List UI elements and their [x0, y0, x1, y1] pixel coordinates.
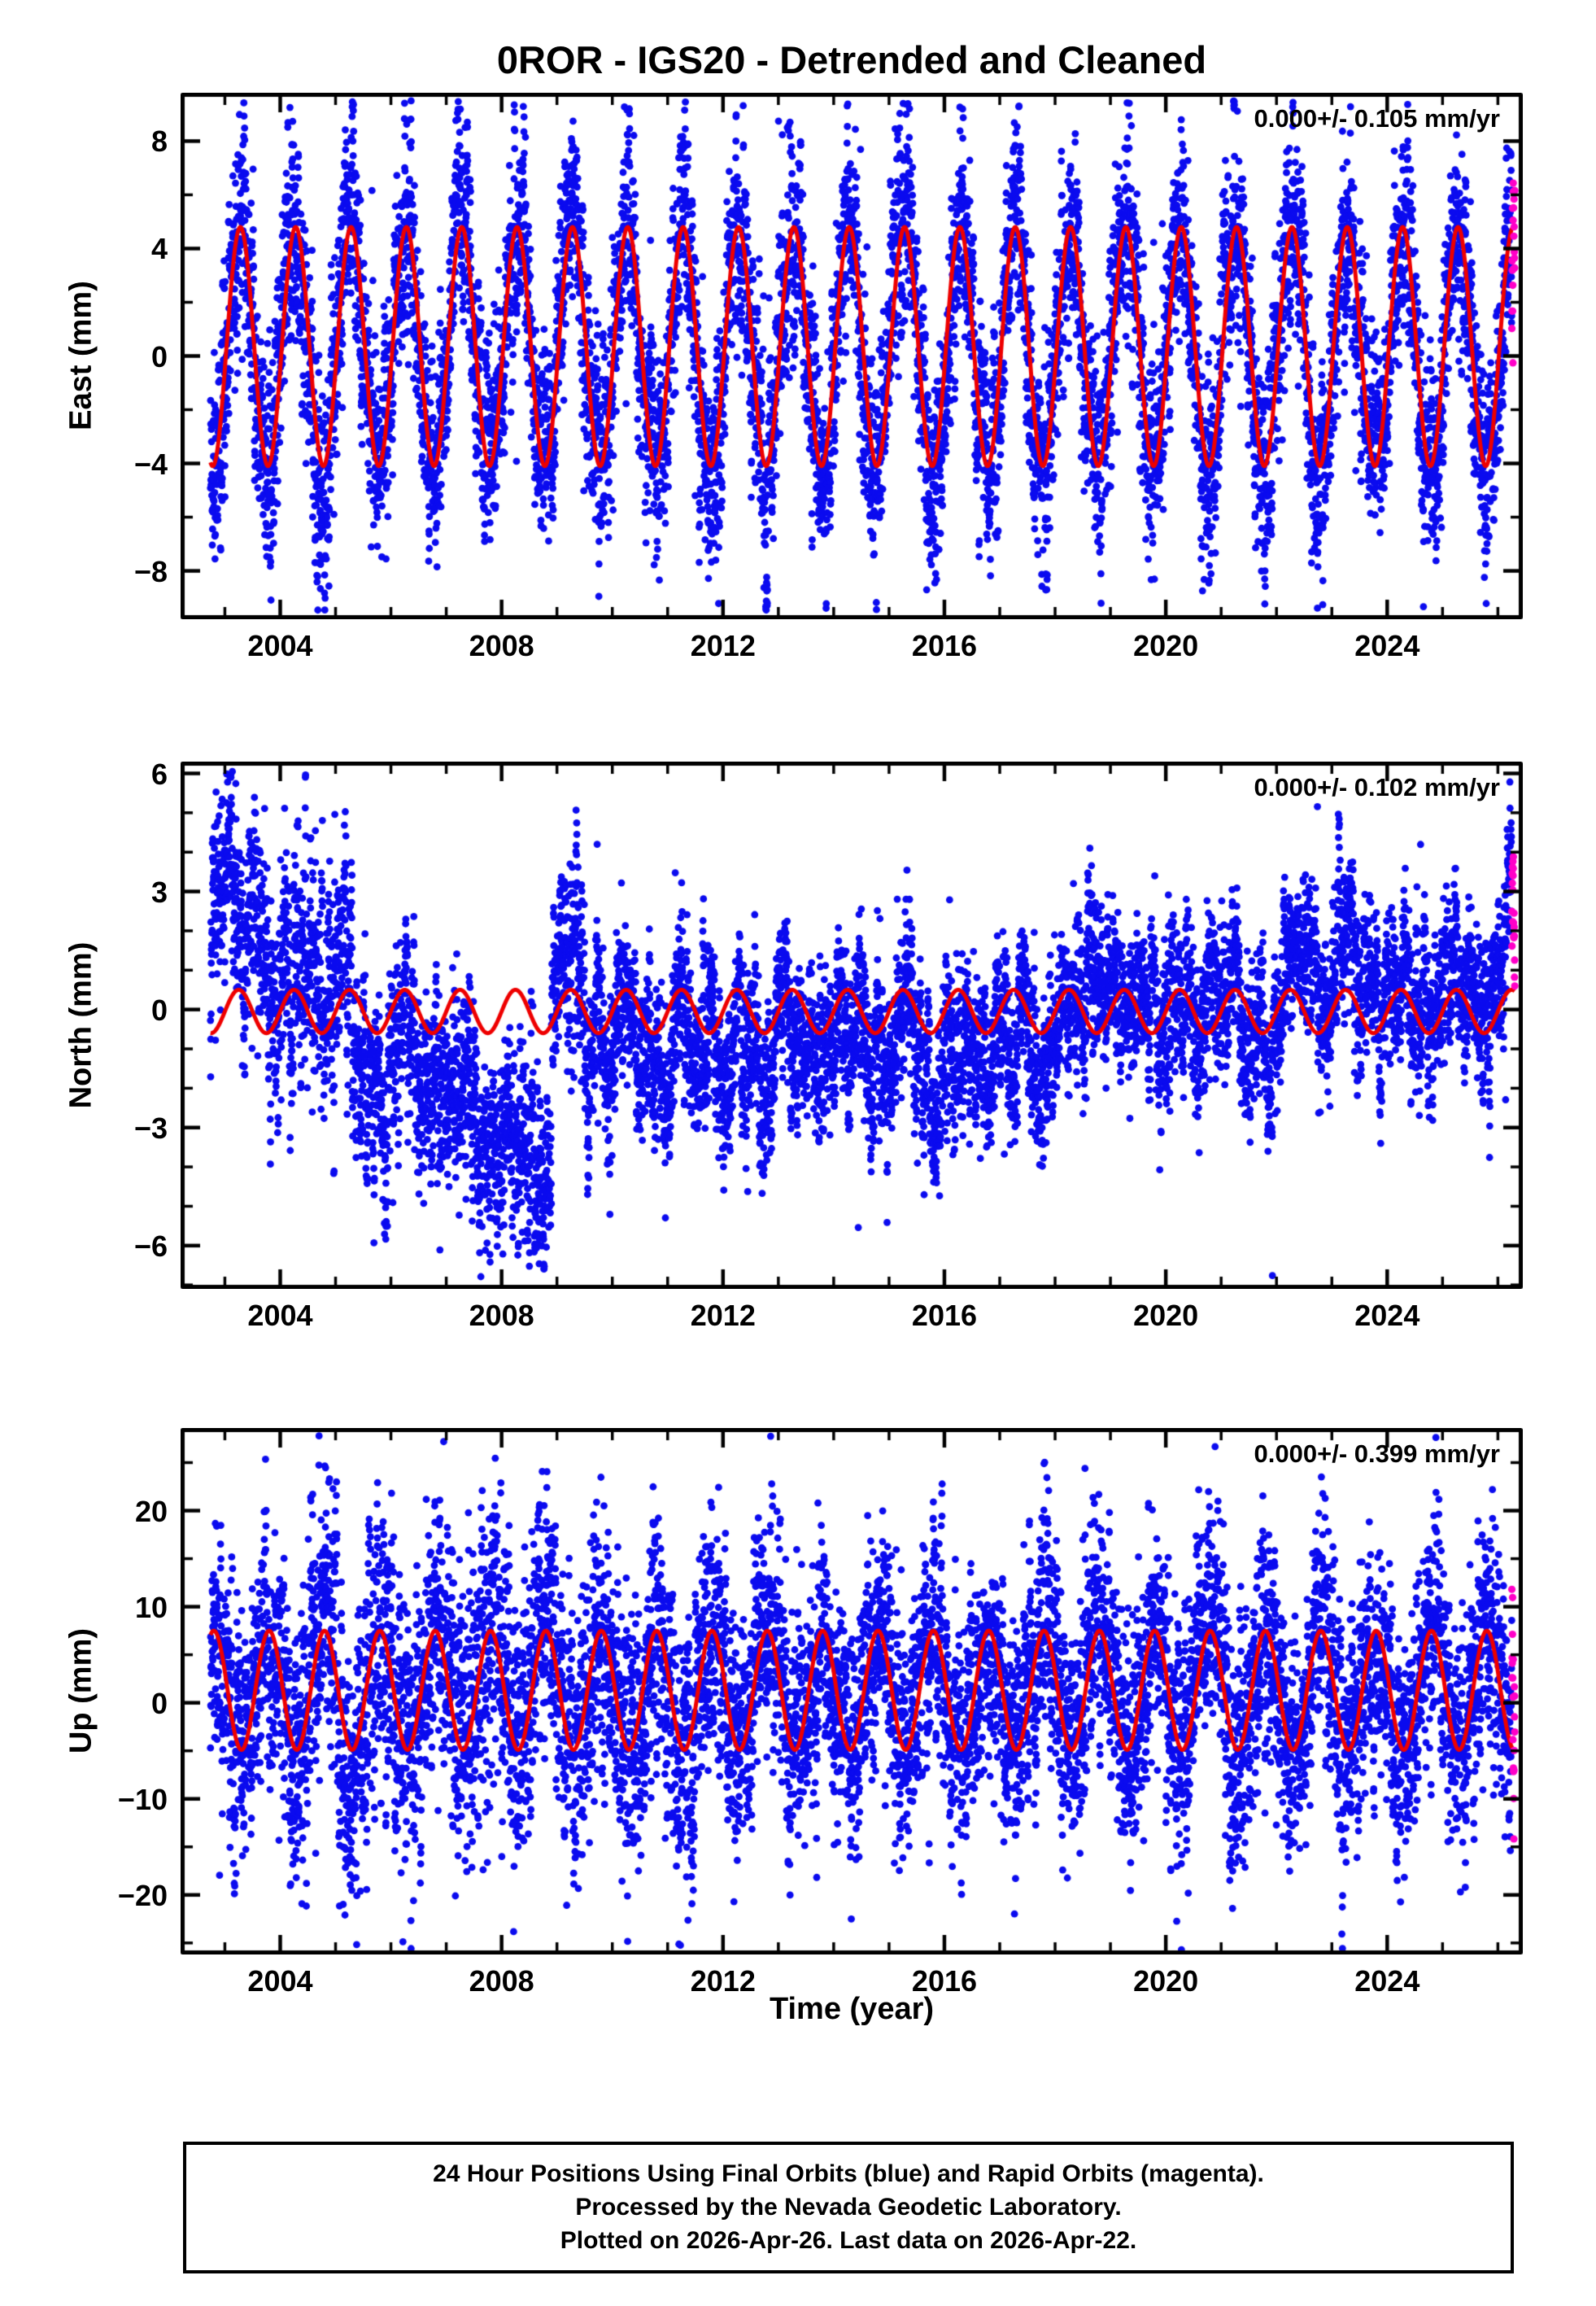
north-trend-annotation: 0.000+/- 0.102 mm/yr — [1254, 773, 1500, 801]
up-panel-plot — [181, 1428, 1523, 1954]
x-tick-label: 2020 — [1133, 629, 1199, 662]
x-tick-label: 2012 — [690, 1964, 756, 1998]
y-tick-label: −3 — [133, 1111, 168, 1145]
y-tick-label: −20 — [117, 1878, 168, 1912]
x-tick-label: 2024 — [1354, 1964, 1420, 1998]
y-tick-label: −8 — [133, 554, 168, 588]
north-panel-plot — [181, 762, 1523, 1289]
x-tick-label: 2008 — [469, 1299, 534, 1332]
x-tick-label: 2020 — [1133, 1964, 1199, 1998]
y-tick-label: 6 — [150, 757, 168, 791]
caption-line-processed: Processed by the Nevada Geodetic Laborat… — [575, 2194, 1122, 2221]
x-tick-label: 2008 — [469, 1964, 534, 1998]
y-tick-label: 4 — [150, 232, 168, 266]
x-tick-label: 2012 — [690, 629, 756, 662]
east-trend-annotation: 0.000+/- 0.105 mm/yr — [1254, 104, 1500, 133]
y-tick-label: 8 — [150, 124, 168, 159]
east-panel-plot — [181, 93, 1523, 619]
y-tick-label: −4 — [133, 447, 168, 481]
x-tick-label: 2008 — [469, 629, 534, 662]
y-tick-label: 3 — [150, 875, 168, 909]
figure-title: 0ROR - IGS20 - Detrended and Cleaned — [496, 38, 1207, 81]
y-tick-label: 10 — [134, 1590, 168, 1624]
y-tick-label: 0 — [150, 1686, 168, 1720]
x-tick-label: 2004 — [247, 1299, 313, 1332]
y-tick-label: 20 — [134, 1494, 168, 1528]
x-tick-label: 2016 — [911, 1964, 978, 1998]
x-tick-label: 2024 — [1354, 629, 1420, 662]
x-tick-label: 2020 — [1133, 1299, 1199, 1332]
time-axis-label: Time (year) — [769, 1992, 935, 2026]
caption-line-orbits: 24 Hour Positions Using Final Orbits (bl… — [433, 2160, 1264, 2187]
x-tick-label: 2016 — [911, 629, 978, 662]
x-tick-label: 2024 — [1354, 1299, 1420, 1332]
y-tick-label: −10 — [117, 1782, 168, 1816]
y-tick-label: 0 — [150, 339, 168, 373]
caption-box: 24 Hour Positions Using Final Orbits (bl… — [183, 2142, 1514, 2273]
caption-line-dates: Plotted on 2026-Apr-26. Last data on 202… — [560, 2227, 1137, 2254]
y-tick-label: 0 — [150, 993, 168, 1027]
x-tick-label: 2004 — [247, 629, 313, 662]
x-tick-label: 2004 — [247, 1964, 313, 1998]
x-tick-label: 2016 — [911, 1299, 978, 1332]
y-tick-label: −6 — [133, 1229, 168, 1263]
x-tick-label: 2012 — [690, 1299, 756, 1332]
up-trend-annotation: 0.000+/- 0.399 mm/yr — [1254, 1439, 1500, 1468]
